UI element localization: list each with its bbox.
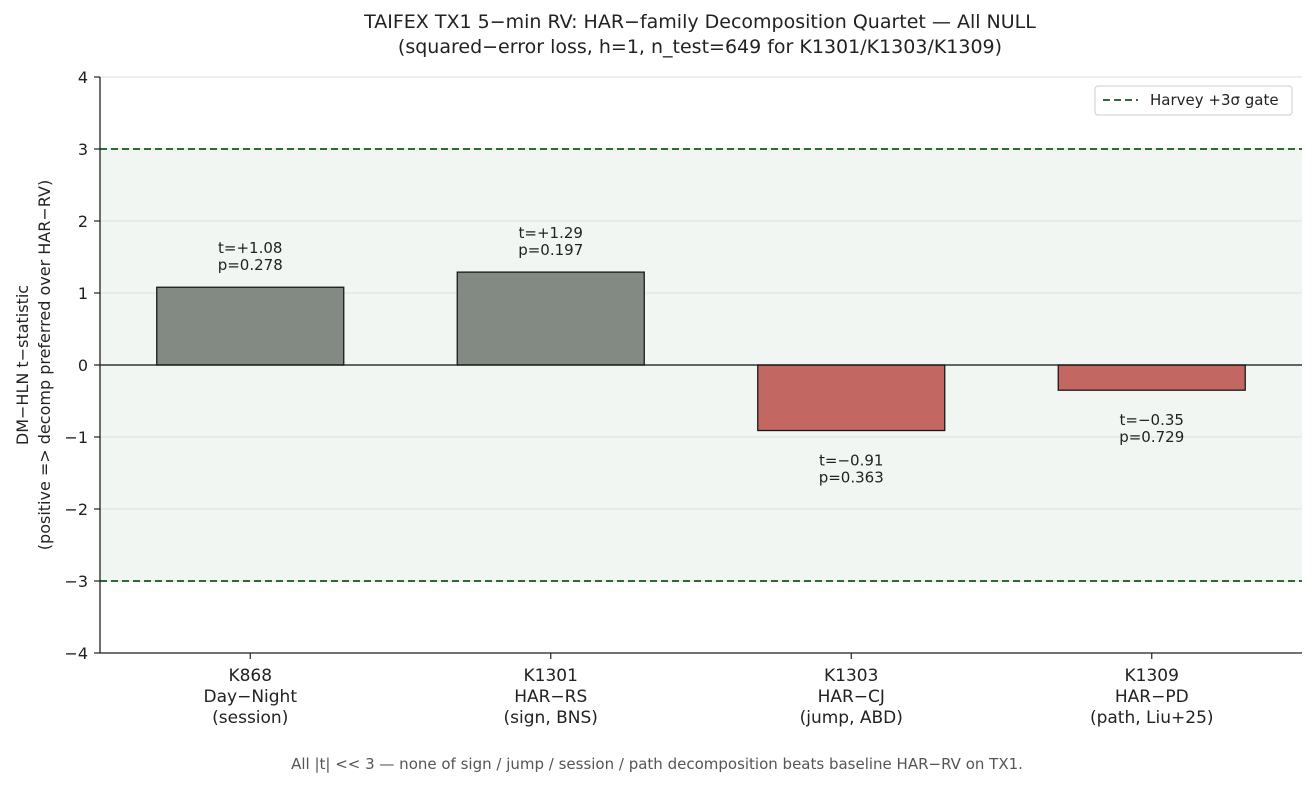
x-tick-label: Day−Night [204,687,298,707]
x-tick-label: K868 [228,666,272,686]
bar [757,364,946,432]
y-tick-label: 3 [78,140,88,159]
y-tick-label: 2 [78,212,88,231]
data-label-p: p=0.363 [819,469,884,487]
chart-title-line1: TAIFEX TX1 5−min RV: HAR−family Decompos… [363,11,1036,33]
x-tick-label: (path, Liu+25) [1090,708,1214,728]
bar [156,286,345,366]
x-tick-label: HAR−RS [514,687,587,707]
x-tick-label: HAR−PD [1115,687,1189,707]
data-label-t: t=−0.91 [819,452,883,470]
y-tick-label: −4 [64,644,88,663]
bar [1057,364,1246,391]
legend-gate-label: Harvey +3σ gate [1150,91,1279,109]
x-tick-label: (jump, ABD) [800,708,903,728]
bar [456,271,645,366]
legend-box [1094,85,1293,116]
y-tick-label: 4 [78,68,88,87]
data-label-t: t=+1.29 [519,224,583,242]
x-tick-label: HAR−CJ [818,687,885,707]
x-tick-label: (session) [212,708,288,728]
data-label-t: t=−0.35 [1120,411,1184,429]
x-tick-label: (sign, BNS) [504,708,598,728]
data-label-p: p=0.729 [1119,428,1184,446]
x-tick-label: K1309 [1125,666,1179,686]
y-axis-label-line2: (positive => decomp preferred over HAR−R… [35,180,54,550]
chart-caption: All |t| << 3 — none of sign / jump / ses… [291,755,1023,773]
y-axis-label-line1: DM−HLN t−statistic [13,285,32,445]
y-tick-label: −3 [64,572,88,591]
chart-title-line2: (squared−error loss, h=1, n_test=649 for… [398,36,1002,58]
data-label-p: p=0.278 [218,256,283,274]
y-tick-label: −1 [64,428,88,447]
data-label-p: p=0.197 [518,241,583,259]
y-tick-label: 1 [78,284,88,303]
x-tick-label: K1301 [524,666,578,686]
data-label-t: t=+1.08 [218,239,282,257]
legend: Harvey +3σ gate [1094,85,1293,116]
x-tick-label: K1303 [824,666,878,686]
y-tick-label: 0 [78,356,88,375]
y-tick-label: −2 [64,500,88,519]
